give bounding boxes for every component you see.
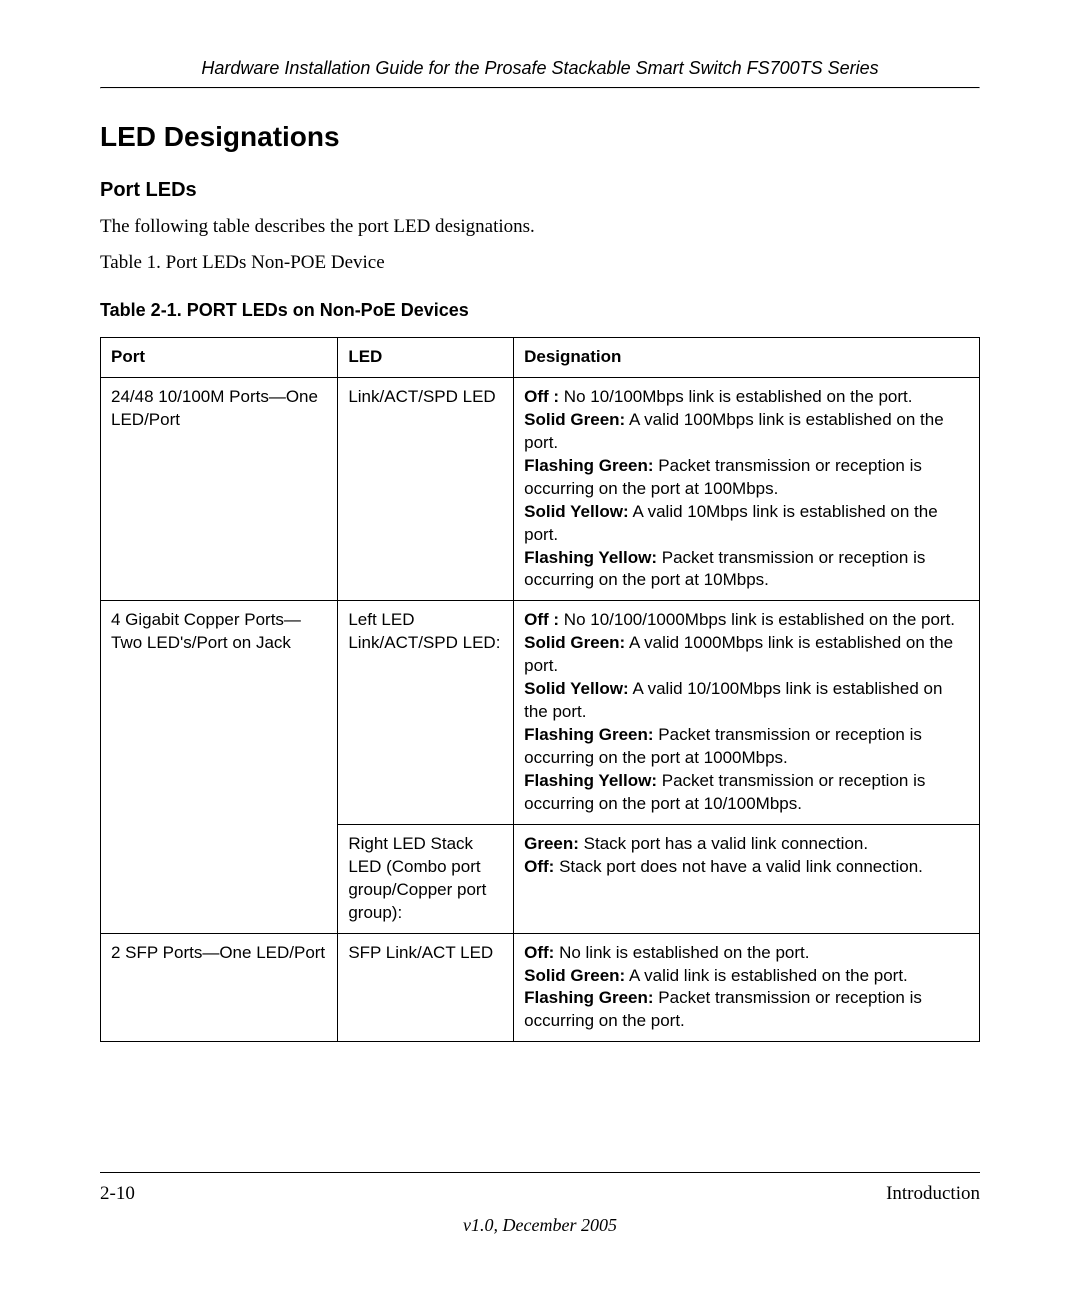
designation-text: Stack port has a valid link connection. [579, 834, 868, 853]
footer-rule [100, 1172, 980, 1173]
td-port: 24/48 10/100M Ports—One LED/Port [101, 377, 338, 600]
table-title: Table 2-1. PORT LEDs on Non-PoE Devices [100, 300, 980, 321]
td-designation: Green: Stack port has a valid link conne… [514, 824, 980, 933]
designation-label: Off : [524, 387, 559, 406]
designation-label: Off: [524, 857, 554, 876]
td-designation: Off: No link is established on the port.… [514, 933, 980, 1042]
designation-text: A valid link is established on the port. [625, 966, 908, 985]
designation-label: Off : [524, 610, 559, 629]
section-title: LED Designations [100, 121, 980, 153]
designation-label: Green: [524, 834, 579, 853]
designation-label: Flashing Yellow: [524, 771, 657, 790]
designation-label: Solid Green: [524, 410, 625, 429]
intro-text: The following table describes the port L… [100, 216, 980, 238]
td-led: Link/ACT/SPD LED [338, 377, 514, 600]
td-designation: Off : No 10/100Mbps link is established … [514, 377, 980, 600]
table-row: 24/48 10/100M Ports—One LED/PortLink/ACT… [101, 377, 980, 600]
designation-label: Off: [524, 943, 554, 962]
led-table: Port LED Designation 24/48 10/100M Ports… [100, 337, 980, 1042]
designation-label: Solid Yellow: [524, 679, 629, 698]
designation-label: Flashing Green: [524, 725, 653, 744]
designation-label: Solid Yellow: [524, 502, 629, 521]
footer-chapter: Introduction [886, 1183, 980, 1205]
designation-text: No 10/100/1000Mbps link is established o… [559, 610, 955, 629]
designation-label: Flashing Green: [524, 988, 653, 1007]
td-port: 2 SFP Ports—One LED/Port [101, 933, 338, 1042]
table-row: 2 SFP Ports—One LED/PortSFP Link/ACT LED… [101, 933, 980, 1042]
footer-version: v1.0, December 2005 [100, 1215, 980, 1236]
footer-page: 2-10 [100, 1183, 135, 1205]
td-led: Right LED Stack LED (Combo port group/Co… [338, 824, 514, 933]
td-designation: Off : No 10/100/1000Mbps link is establi… [514, 601, 980, 824]
td-led: SFP Link/ACT LED [338, 933, 514, 1042]
table-row: 4 Gigabit Copper Ports—Two LED's/Port on… [101, 601, 980, 824]
subsection-title: Port LEDs [100, 179, 980, 202]
table-caption: Table 1. Port LEDs Non-POE Device [100, 252, 980, 274]
doc-header-title: Hardware Installation Guide for the Pros… [100, 58, 980, 79]
th-designation: Designation [514, 338, 980, 378]
th-port: Port [101, 338, 338, 378]
designation-label: Flashing Yellow: [524, 548, 657, 567]
designation-text: Stack port does not have a valid link co… [554, 857, 923, 876]
td-port: 4 Gigabit Copper Ports—Two LED's/Port on… [101, 601, 338, 933]
designation-text: No 10/100Mbps link is established on the… [559, 387, 912, 406]
designation-label: Solid Green: [524, 633, 625, 652]
th-led: LED [338, 338, 514, 378]
footer: 2-10 Introduction v1.0, December 2005 [100, 1172, 980, 1236]
table-header-row: Port LED Designation [101, 338, 980, 378]
td-led: Left LED Link/ACT/SPD LED: [338, 601, 514, 824]
header-rule [100, 87, 980, 89]
designation-text: No link is established on the port. [554, 943, 809, 962]
designation-label: Solid Green: [524, 966, 625, 985]
designation-label: Flashing Green: [524, 456, 653, 475]
